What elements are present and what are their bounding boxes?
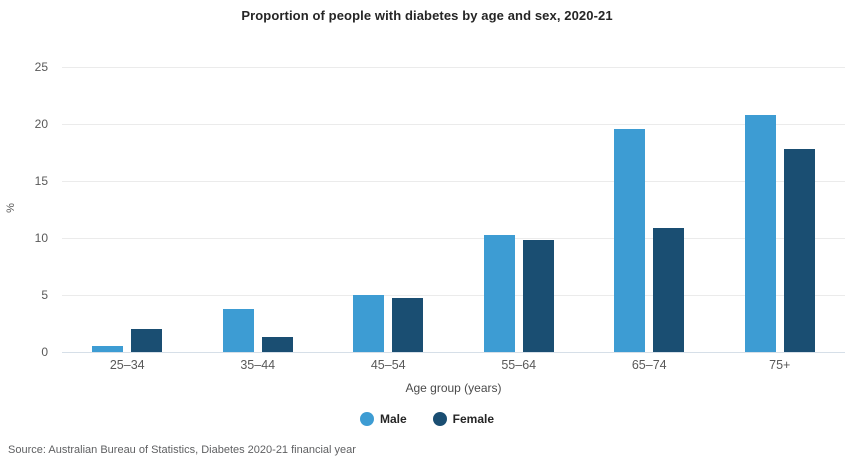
bar-female <box>522 240 554 352</box>
y-tick-label: 15 <box>34 174 48 188</box>
source-text: Source: Australian Bureau of Statistics,… <box>8 444 356 456</box>
legend-item-female: Female <box>432 412 495 426</box>
legend: Male Female <box>0 412 854 426</box>
bar-female <box>392 298 424 352</box>
x-tick-label: 65–74 <box>631 358 667 372</box>
bar-group-45-54 <box>323 67 454 352</box>
x-tick-label: 45–54 <box>370 358 406 372</box>
bar-group-65-74 <box>584 67 715 352</box>
y-axis-tick-labels: 0 5 10 15 20 25 <box>0 60 50 359</box>
bar-male <box>744 114 776 352</box>
x-tick-label: 25–34 <box>109 358 145 372</box>
bar-groups <box>62 67 845 352</box>
y-tick-label: 25 <box>34 60 48 74</box>
x-tick-label: 75+ <box>769 358 791 372</box>
legend-label: Male <box>379 412 407 426</box>
bar-group-75+ <box>715 67 846 352</box>
bar-female <box>261 337 293 352</box>
chart-title: Proportion of people with diabetes by ag… <box>241 8 613 23</box>
bar-group-35-44 <box>193 67 324 352</box>
legend-swatch-male <box>359 412 374 426</box>
gridline <box>62 181 845 182</box>
y-tick-label: 20 <box>34 117 48 131</box>
gridline <box>62 67 845 68</box>
bar-male <box>353 295 385 352</box>
y-tick-label: 5 <box>41 288 48 302</box>
x-axis-label: Age group (years) <box>405 381 502 395</box>
gridline <box>62 238 845 239</box>
bar-male <box>483 234 515 352</box>
bar-male <box>222 308 254 352</box>
bar-female <box>131 329 163 352</box>
legend-item-male: Male <box>359 412 407 426</box>
gridline <box>62 124 845 125</box>
bar-female <box>783 149 815 352</box>
bar-female <box>653 227 685 352</box>
x-tick-label: 35–44 <box>240 358 276 372</box>
gridline <box>62 295 845 296</box>
bar-group-25-34 <box>62 67 193 352</box>
plot-area <box>62 67 845 353</box>
y-tick-label: 10 <box>34 231 48 245</box>
x-tick-label: 55–64 <box>501 358 537 372</box>
bar-male <box>614 128 646 352</box>
bar-group-55-64 <box>454 67 585 352</box>
bar-male <box>92 346 124 352</box>
legend-label: Female <box>452 412 495 426</box>
x-axis-tick-labels: 25–34 35–44 45–54 55–64 65–74 75+ <box>62 358 845 372</box>
y-tick-label: 0 <box>41 345 48 359</box>
legend-swatch-female <box>432 412 447 426</box>
